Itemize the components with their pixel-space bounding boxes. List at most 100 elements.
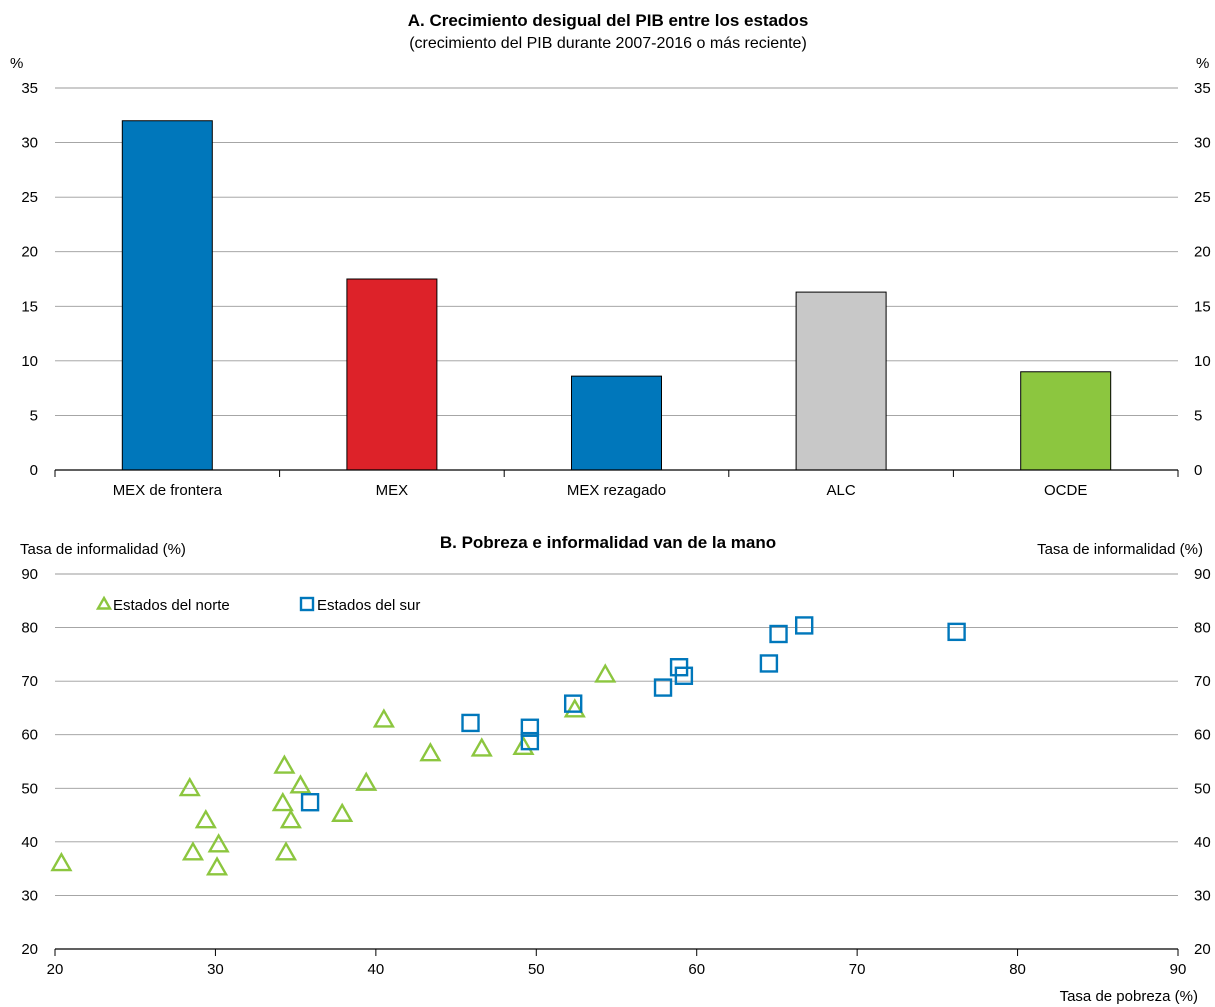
panel-b-x-tick-label: 50 (528, 961, 545, 978)
bar (571, 375, 662, 471)
south-state-point (461, 713, 480, 733)
panel-a-right-unit: % (1196, 55, 1209, 72)
panel-a-category-label: MEX rezagado (567, 482, 666, 499)
panel-b-ytick-right: 20 (1194, 941, 1211, 958)
south-state-point (769, 624, 788, 644)
north-state-point (289, 774, 312, 794)
panel-a-ytick-right: 35 (1194, 80, 1211, 97)
panel-a-ytick-left: 10 (21, 353, 38, 370)
bar (1020, 371, 1112, 471)
panel-a-left-unit: % (10, 55, 23, 72)
north-state-point (181, 841, 205, 861)
legend-label-south: Estados del sur (317, 597, 420, 614)
panel-a-category-label: MEX de frontera (113, 482, 223, 499)
panel-b-ytick-left: 40 (21, 834, 38, 851)
panel-a-bars (121, 120, 1112, 471)
panel-b-ytick-left: 70 (21, 673, 38, 690)
panel-b-x-tick-label: 80 (1009, 961, 1026, 978)
panel-b-x-tick-label: 60 (688, 961, 705, 978)
north-state-point (419, 742, 442, 762)
panel-b-ytick-left: 20 (21, 941, 38, 958)
panel-b-x-tick-label: 70 (849, 961, 866, 978)
panel-a-ytick-right: 15 (1194, 298, 1211, 315)
north-state-point (331, 802, 354, 822)
panel-b-ytick-left: 80 (21, 620, 38, 637)
panel-b-x-tick-label: 20 (47, 961, 64, 978)
panel-b-ytick-left: 90 (21, 566, 38, 583)
panel-b-ytick-left: 60 (21, 727, 38, 744)
panel-b-right-ylabel: Tasa de informalidad (%) (1037, 541, 1203, 558)
panel-a-ytick-right: 0 (1194, 462, 1202, 479)
legend-item-north: Estados del norte (95, 595, 230, 614)
panel-a-ytick-left: 30 (21, 135, 38, 152)
panel-b-ytick-right: 90 (1194, 566, 1211, 583)
panel-b-legend: Estados del norte Estados del sur (95, 595, 420, 614)
panel-b-x-tick-label: 30 (207, 961, 224, 978)
panel-b-ytick-left: 30 (21, 887, 38, 904)
panel-b-x-tick-label: 40 (368, 961, 385, 978)
north-state-point (470, 737, 493, 757)
south-state-point (795, 616, 814, 635)
bar (795, 291, 887, 471)
south-state-point (947, 622, 966, 642)
panel-b-title: B. Pobreza e informalidad van de la mano (440, 533, 776, 552)
panel-b-ytick-right: 50 (1194, 780, 1211, 797)
north-state-point (207, 833, 230, 853)
panel-b-ytick-left: 50 (21, 780, 38, 797)
north-state-point (594, 663, 617, 683)
north-state-point (50, 851, 73, 872)
panel-a-ytick-left: 0 (30, 462, 38, 479)
panel-b-ytick-right: 70 (1194, 673, 1211, 690)
north-state-point (271, 791, 294, 812)
legend-label-north: Estados del norte (113, 597, 230, 614)
north-state-point (194, 809, 217, 829)
panel-a-ytick-left: 15 (21, 298, 38, 315)
south-state-point (520, 731, 540, 751)
panel-a-ytick-left: 20 (21, 244, 38, 261)
legend-square-icon (299, 596, 315, 612)
panel-a-ytick-right: 25 (1194, 189, 1211, 206)
panel-a-ytick-left: 35 (21, 80, 38, 97)
north-state-point (274, 841, 298, 861)
panel-a-ytick-left: 25 (21, 189, 38, 206)
panel-a-ytick-right: 30 (1194, 135, 1211, 152)
north-state-point (279, 809, 302, 829)
panel-a-category-label: OCDE (1044, 482, 1087, 499)
legend-triangle-icon (95, 595, 113, 610)
panel-a-bar-chart: A. Crecimiento desigual del PIB entre lo… (10, 11, 1211, 499)
panel-b-scatter-chart: B. Pobreza e informalidad van de la mano… (20, 533, 1211, 1005)
north-state-point (178, 776, 201, 797)
panel-a-category-label: ALC (827, 482, 856, 499)
north-state-point (205, 856, 229, 876)
south-state-point (759, 654, 779, 673)
north-state-point (273, 754, 296, 774)
panel-b-points (50, 616, 966, 876)
panel-a-ytick-right: 10 (1194, 353, 1211, 370)
south-state-point (300, 793, 320, 812)
panel-b-gridlines (55, 573, 1178, 896)
panel-a-axes: 0 0 5 5 10 10 15 15 20 20 25 25 30 30 35 35 MEX de front… (21, 80, 1210, 499)
north-state-point (563, 698, 586, 718)
panel-b-axes: 20 20 30 30 40 40 50 50 60 60 70 70 80 80 90 90 20 30 40 50… (21, 566, 1210, 978)
north-state-point (372, 708, 395, 728)
south-state-point (520, 718, 540, 737)
bar (346, 278, 438, 471)
panel-a-gridlines (55, 87, 1178, 416)
panel-b-ytick-right: 80 (1194, 620, 1211, 637)
south-state-point (653, 678, 673, 697)
north-state-point (355, 771, 378, 791)
legend-item-south: Estados del sur (299, 596, 420, 614)
south-state-point (674, 666, 694, 685)
south-state-point (563, 694, 583, 713)
panel-a-subtitle: (crecimiento del PIB durante 2007-2016 o… (409, 35, 807, 52)
panel-b-xlabel: Tasa de pobreza (%) (1060, 988, 1198, 1005)
panel-b-ytick-right: 60 (1194, 727, 1211, 744)
bar (121, 120, 213, 471)
north-state-point (512, 735, 535, 755)
panel-b-ytick-right: 30 (1194, 887, 1211, 904)
panel-b-x-tick-label: 90 (1170, 961, 1187, 978)
panel-a-ytick-left: 5 (30, 407, 38, 424)
panel-b-left-ylabel: Tasa de informalidad (%) (20, 541, 186, 558)
panel-a-ytick-right: 20 (1194, 244, 1211, 261)
